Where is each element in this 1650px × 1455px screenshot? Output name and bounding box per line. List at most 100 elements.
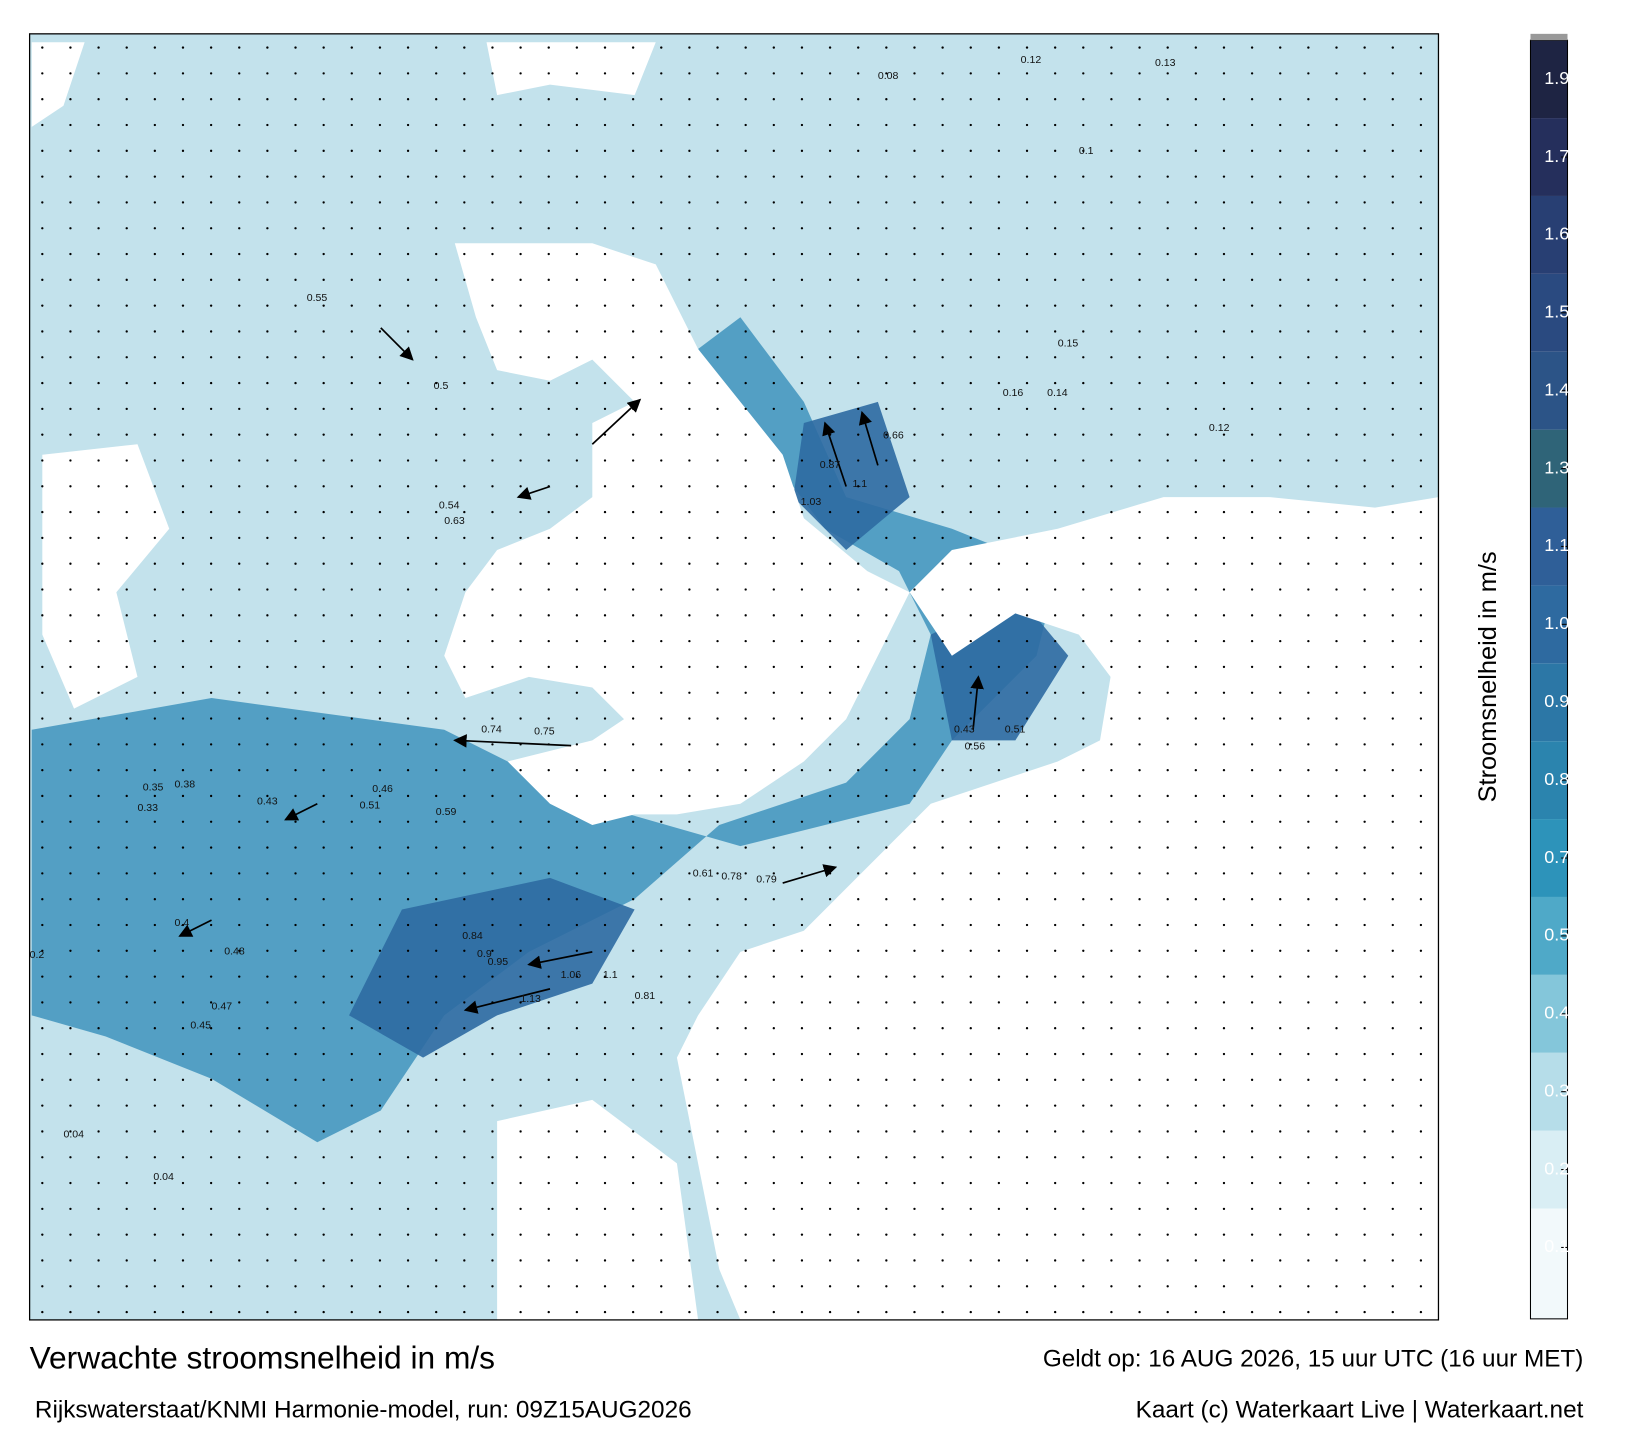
grid-dot (406, 98, 410, 101)
grid-dot (575, 820, 579, 823)
grid-dot (969, 407, 972, 411)
grid-dot (350, 794, 353, 798)
grid-dot (1279, 227, 1282, 230)
grid-dot (435, 872, 438, 875)
grid-dot (1025, 381, 1029, 385)
grid-dot (406, 665, 410, 669)
grid-dot (688, 98, 691, 101)
grid-dot (1391, 510, 1394, 514)
grid-dot (1222, 1310, 1226, 1314)
grid-dot (238, 743, 241, 746)
grid-dot (1363, 820, 1366, 823)
grid-dot (1138, 536, 1141, 540)
grid-dot (660, 1181, 663, 1185)
grid-dot (1335, 510, 1338, 514)
grid-dot (519, 1310, 522, 1314)
grid-dot (800, 330, 804, 333)
grid-dot (716, 1001, 719, 1004)
grid-dot (266, 304, 269, 307)
grid-dot (913, 1001, 916, 1004)
grid-dot (997, 1207, 1001, 1211)
grid-dot (575, 1156, 579, 1159)
grid-dot (491, 98, 494, 101)
grid-dot (1222, 1078, 1226, 1081)
grid-dot (181, 614, 185, 617)
grid-dot (688, 1181, 691, 1185)
grid-dot (1222, 562, 1226, 565)
grid-dot (125, 1233, 128, 1236)
grid-dot (997, 794, 1001, 798)
grid-dot (1335, 1233, 1338, 1236)
grid-dot (1363, 1181, 1366, 1185)
grid-dot (491, 381, 494, 385)
grid-dot (406, 304, 410, 307)
grid-dot (125, 98, 128, 101)
grid-dot (997, 330, 1001, 333)
grid-dot (772, 304, 775, 307)
grid-dot (716, 1310, 719, 1314)
grid-dot (575, 278, 579, 282)
grid-dot (69, 304, 72, 307)
grid-dot (1053, 278, 1057, 282)
grid-dot (181, 536, 185, 540)
grid-dot (322, 614, 325, 617)
grid-dot (800, 1001, 804, 1004)
grid-dot (1307, 227, 1310, 230)
grid-dot (603, 794, 607, 798)
grid-dot (491, 201, 494, 204)
grid-dot (1250, 898, 1254, 901)
grid-dot (435, 381, 438, 385)
grid-dot (547, 1001, 550, 1004)
grid-dot (603, 201, 607, 204)
grid-dot (491, 485, 494, 488)
grid-dot (1110, 46, 1113, 49)
grid-dot (857, 614, 860, 617)
grid-dot (575, 304, 579, 307)
grid-dot (1053, 485, 1057, 488)
grid-dot (941, 820, 944, 823)
grid-dot (350, 588, 353, 591)
grid-dot (463, 252, 466, 256)
grid-dot (1166, 1078, 1169, 1081)
grid-dot (209, 846, 213, 849)
grid-dot (688, 562, 691, 565)
grid-dot (800, 1104, 804, 1107)
grid-dot (941, 639, 944, 643)
grid-dot (491, 46, 494, 49)
grid-dot (828, 304, 832, 307)
grid-dot (378, 691, 382, 694)
grid-dot (969, 1181, 972, 1185)
grid-dot (1419, 1001, 1423, 1004)
grid-dot (378, 614, 382, 617)
grid-dot (828, 1181, 832, 1185)
grid-dot (322, 46, 325, 49)
grid-dot (1307, 1259, 1310, 1262)
grid-dot (660, 407, 663, 411)
grid-dot (406, 1233, 410, 1236)
grid-dot (1110, 1285, 1113, 1288)
grid-dot (772, 588, 775, 591)
grid-dot (463, 459, 466, 462)
grid-dot (631, 743, 635, 746)
grid-dot (1194, 949, 1197, 952)
grid-dot (1419, 485, 1423, 488)
grid-dot (1194, 846, 1197, 849)
grid-dot (1110, 691, 1113, 694)
grid-dot (125, 639, 128, 643)
grid-dot (491, 846, 494, 849)
grid-dot (857, 252, 860, 256)
grid-dot (1082, 768, 1085, 772)
arrow (516, 485, 551, 500)
grid-dot (266, 1156, 269, 1159)
current-label: 0.59 (436, 806, 457, 818)
grid-dot (153, 872, 157, 875)
grid-dot (41, 1027, 44, 1030)
grid-dot (1419, 46, 1423, 49)
grid-dot (238, 923, 241, 927)
grid-dot (1419, 252, 1423, 256)
grid-dot (435, 665, 438, 669)
grid-dot (125, 536, 128, 540)
grid-dot (294, 278, 297, 282)
grid-dot (41, 459, 44, 462)
grid-dot (209, 252, 213, 256)
